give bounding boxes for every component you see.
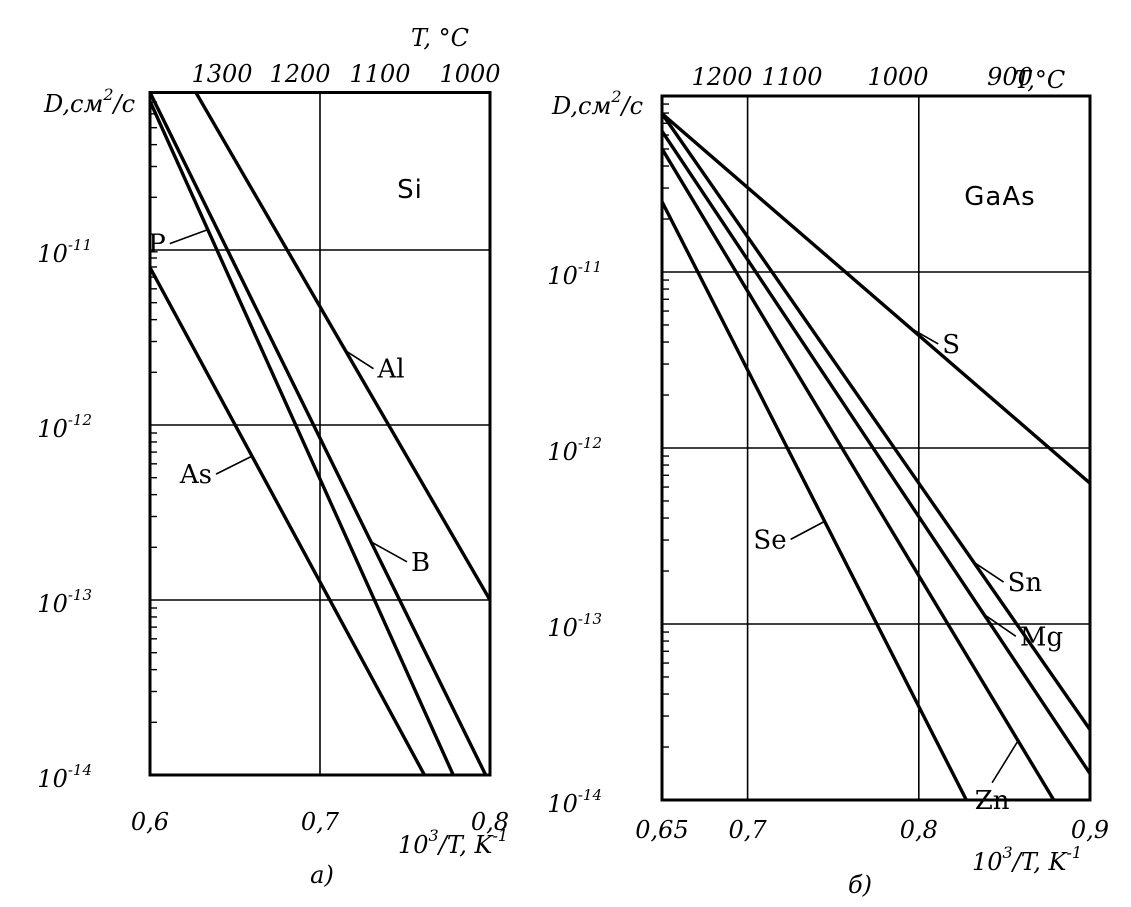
x-tick-label: 0,8 xyxy=(900,816,938,844)
label-leader xyxy=(169,228,209,245)
series-line-al xyxy=(194,92,490,601)
y-tick-label: 10-14 xyxy=(37,761,92,793)
label-leader xyxy=(345,349,374,370)
label-leader xyxy=(973,561,1005,583)
y-tick-label: 10-11 xyxy=(37,236,92,268)
x-tick-label: 0,7 xyxy=(301,808,340,836)
top-tick-label: 1300 xyxy=(191,60,252,88)
x-tick-label: 0,65 xyxy=(635,816,688,844)
panel-tag: б) xyxy=(848,871,872,899)
label-leader xyxy=(215,455,253,475)
y-axis-title: D,см2/с xyxy=(551,87,643,120)
top-tick-label: 1200 xyxy=(269,60,330,88)
label-leader xyxy=(909,327,939,345)
top-tick-label: 1100 xyxy=(349,60,410,88)
x-tick-label: 0,9 xyxy=(1071,816,1109,844)
series-label-mg: Mg xyxy=(1020,622,1063,652)
chart-panel-gaas: S Sn Mg Zn Se 0,65 0,7 0,8 0,9 10-11 10-12 10-13 10-… xyxy=(547,63,1109,899)
material-label: GaAs xyxy=(964,182,1035,212)
y-tick-label: 10-13 xyxy=(547,610,602,642)
material-label: Si xyxy=(397,175,423,205)
series-label-sn: Sn xyxy=(1008,568,1043,598)
top-tick-label: 1100 xyxy=(761,63,822,91)
series-label-zn: Zn xyxy=(975,786,1010,816)
series-line-mg xyxy=(662,130,1090,775)
top-tick-label: 1200 xyxy=(691,63,752,91)
series-label-b: B xyxy=(411,548,430,578)
x-tick-label: 0,7 xyxy=(729,816,768,844)
x-axis-title: 103/T, K-1 xyxy=(398,826,508,859)
series-line-b xyxy=(150,92,488,775)
series-line-s xyxy=(662,112,1090,485)
top-axis-title: T,°C xyxy=(1015,66,1065,94)
y-tick-label: 10-12 xyxy=(37,411,92,443)
x-tick-label: 0,8 xyxy=(471,808,509,836)
x-axis-title: 103/T, K-1 xyxy=(972,843,1082,876)
chart-panel-si: Al B P As 0,6 0,7 0,8 10-11 10-12 10-13 10-14 1300 1… xyxy=(37,24,509,889)
series-line-sn xyxy=(662,112,1090,731)
series-line-zn xyxy=(662,147,1056,800)
label-leader xyxy=(991,740,1019,784)
y-tick-label: 10-11 xyxy=(547,258,602,290)
y-axis-title: D,см2/с xyxy=(43,85,135,118)
label-leader xyxy=(370,541,408,563)
y-tick-label: 10-14 xyxy=(547,786,602,818)
series-line-p xyxy=(150,100,456,775)
series-label-p: P xyxy=(148,230,166,260)
top-axis-title: T, °C xyxy=(411,24,469,52)
x-tick-label: 0,6 xyxy=(131,808,169,836)
series-label-al: Al xyxy=(377,355,405,385)
top-tick-label: 1000 xyxy=(867,63,928,91)
top-tick-label: 900 xyxy=(987,63,1033,91)
label-leader xyxy=(790,520,826,541)
top-tick-label: 1000 xyxy=(439,60,500,88)
series-label-as: As xyxy=(179,460,212,490)
label-leader xyxy=(983,613,1017,637)
y-tick-label: 10-12 xyxy=(547,434,602,466)
series-line-se xyxy=(662,200,969,800)
y-tick-label: 10-13 xyxy=(37,586,92,618)
series-label-s: S xyxy=(942,330,960,360)
series-label-se: Se xyxy=(753,525,786,555)
panel-tag: а) xyxy=(310,861,334,889)
series-line-as xyxy=(150,266,427,775)
